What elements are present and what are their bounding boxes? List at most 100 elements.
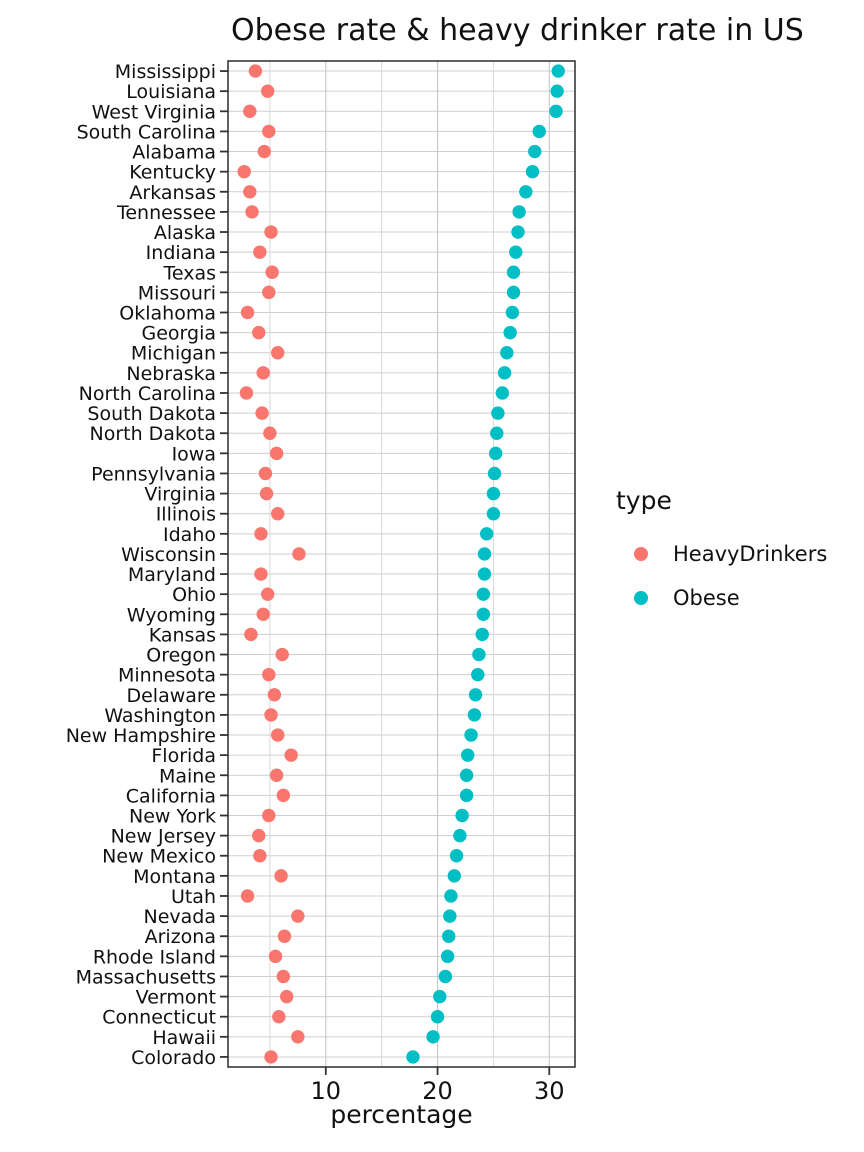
y-axis-label-state: West Virginia	[92, 101, 216, 123]
panel-border	[227, 60, 576, 1068]
y-axis-label-state: Oregon	[146, 645, 216, 667]
data-point-obese	[477, 547, 492, 561]
data-point-heavydrinkers	[243, 185, 257, 199]
legend-key-dot-heavydrinkers	[634, 547, 648, 561]
data-point-heavydrinkers	[245, 205, 259, 219]
y-axis-label-state: Nebraska	[126, 363, 216, 385]
data-point-heavydrinkers	[277, 929, 292, 943]
data-point-obese	[503, 325, 517, 340]
data-point-heavydrinkers	[262, 667, 276, 682]
data-point-heavydrinkers	[252, 325, 266, 340]
data-point-obese	[444, 889, 458, 903]
data-point-obese	[512, 205, 526, 219]
y-axis-label-state: North Carolina	[79, 383, 216, 405]
data-point-heavydrinkers	[269, 446, 284, 461]
data-point-heavydrinkers	[272, 1010, 286, 1024]
data-point-heavydrinkers	[271, 346, 285, 360]
data-point-heavydrinkers	[255, 406, 269, 420]
legend-item-heavydrinkers: HeavyDrinkers	[616, 542, 827, 566]
x-axis-title: percentage	[330, 1100, 473, 1129]
data-point-obese	[467, 708, 482, 722]
data-point-obese	[449, 849, 464, 863]
data-point-heavydrinkers	[268, 949, 283, 964]
data-point-heavydrinkers	[256, 607, 270, 621]
data-point-heavydrinkers	[258, 466, 273, 481]
y-axis-label-state: Wyoming	[127, 604, 216, 626]
y-axis-label-state: Nevada	[144, 906, 217, 928]
data-point-obese	[519, 185, 533, 199]
x-axis-tick-label: 20	[422, 1077, 453, 1105]
data-point-heavydrinkers	[237, 164, 251, 179]
y-axis-label-state: Louisiana	[126, 81, 216, 103]
y-axis-label-state: Virginia	[144, 484, 216, 506]
y-axis-label-state: South Dakota	[87, 403, 216, 425]
y-axis-label-state: California	[126, 785, 216, 807]
data-point-obese	[532, 124, 546, 139]
data-point-obese	[525, 164, 540, 179]
data-point-heavydrinkers	[265, 265, 279, 279]
y-axis-label-state: Pennsylvania	[91, 463, 216, 485]
data-point-obese	[476, 607, 491, 621]
data-point-obese	[443, 909, 457, 923]
data-point-obese	[550, 84, 564, 98]
y-axis-label-state: Montana	[133, 866, 216, 888]
data-point-heavydrinkers	[256, 366, 270, 380]
data-point-heavydrinkers	[264, 708, 278, 722]
data-point-heavydrinkers	[257, 144, 272, 159]
data-point-obese	[471, 667, 485, 682]
data-point-obese	[500, 346, 514, 360]
data-point-obese	[433, 989, 447, 1004]
y-axis-label-state: Arizona	[145, 926, 216, 948]
data-point-heavydrinkers	[271, 507, 285, 521]
y-axis-label-state: Kansas	[149, 624, 216, 646]
data-point-obese	[495, 386, 510, 400]
data-point-heavydrinkers	[243, 104, 257, 119]
y-axis-label-state: South Carolina	[77, 121, 216, 143]
data-point-obese	[549, 104, 563, 119]
y-axis-label-state: New Jersey	[111, 826, 216, 848]
y-axis-label-state: Michigan	[131, 343, 216, 365]
y-axis-label-state: Kentucky	[129, 162, 216, 184]
y-axis-label-state: North Dakota	[90, 423, 217, 445]
data-point-heavydrinkers	[263, 426, 277, 440]
data-point-obese	[406, 1050, 420, 1064]
data-point-heavydrinkers	[262, 285, 276, 300]
data-point-obese	[476, 587, 491, 601]
data-point-heavydrinkers	[264, 225, 278, 239]
data-point-obese	[486, 486, 501, 501]
y-axis-label-state: Minnesota	[118, 665, 216, 687]
data-point-obese	[459, 788, 474, 803]
y-axis-label-state: Wisconsin	[121, 544, 216, 566]
data-point-heavydrinkers	[271, 728, 285, 742]
y-axis-label-state: Maine	[159, 765, 216, 787]
data-point-heavydrinkers	[279, 989, 294, 1004]
data-point-heavydrinkers	[254, 527, 268, 541]
y-axis-label-state: Vermont	[136, 987, 216, 1009]
y-axis-label-state: Alabama	[132, 142, 216, 164]
data-point-heavydrinkers	[239, 386, 254, 400]
data-point-heavydrinkers	[264, 1050, 278, 1064]
data-point-heavydrinkers	[253, 849, 267, 863]
data-point-obese	[455, 808, 469, 823]
y-axis-label-state: New Hampshire	[66, 725, 216, 747]
data-point-obese	[459, 768, 474, 782]
data-point-heavydrinkers	[252, 828, 266, 843]
data-point-heavydrinkers	[274, 869, 288, 883]
y-axis-label-state: Arkansas	[129, 182, 216, 204]
data-point-heavydrinkers	[244, 627, 258, 642]
data-point-obese	[486, 507, 501, 521]
data-point-obese	[461, 748, 475, 762]
data-point-obese	[491, 406, 505, 420]
data-point-obese	[528, 144, 542, 159]
y-axis-label-state: Tennessee	[116, 202, 216, 224]
legend-label-obese: Obese	[673, 586, 740, 610]
data-point-obese	[468, 688, 483, 702]
y-axis-label-state: Colorado	[131, 1047, 216, 1069]
y-axis-label-state: Ohio	[172, 584, 216, 606]
legend-key-dot-obese	[634, 591, 648, 605]
data-point-obese	[477, 567, 492, 581]
legend-title: type	[616, 486, 672, 515]
data-point-obese	[551, 64, 565, 78]
y-axis-label-state: Connecticut	[102, 1007, 216, 1029]
